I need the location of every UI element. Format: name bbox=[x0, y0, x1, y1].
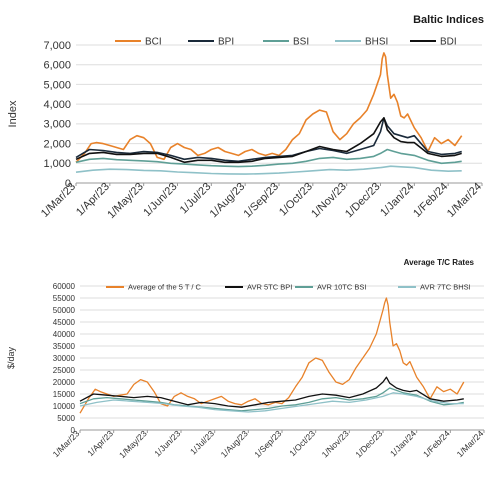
baltic-indices-plot: 0 1,000 2,000 3,000 4,000 5,000 6,000 7,000 1/Ma… bbox=[7, 37, 484, 222]
average-tc-rates-plot: 0 5000 10000 15000 20000 25000 30000 35000 40000… bbox=[6, 282, 486, 460]
x-tick-label: 1/Oct/23 bbox=[287, 428, 317, 458]
legend-label: BDI bbox=[440, 37, 457, 48]
x-tick-label: 1/Mar/24 bbox=[445, 181, 484, 220]
x-tick-label: 1/Jun/23 bbox=[152, 428, 182, 458]
y-tick-label: 35000 bbox=[53, 342, 76, 351]
y-tick-label: 6,000 bbox=[43, 60, 71, 72]
x-tick-label: 1/Aug/23 bbox=[219, 428, 250, 459]
average-tc-rates-chart: Average T/C Rates 0 5000 10000 15000 20000 25… bbox=[0, 248, 500, 485]
x-tick-label: 1/Sep/23 bbox=[241, 181, 281, 221]
legend-label: BHSI bbox=[365, 37, 388, 48]
y-tick-label: 25000 bbox=[53, 366, 76, 375]
y-tick-label: 5,000 bbox=[43, 79, 71, 91]
x-tick-label: 1/Dec/23 bbox=[343, 181, 383, 221]
x-tick-label: 1/May/23 bbox=[105, 181, 145, 221]
series-line-bhsi bbox=[75, 165, 462, 175]
chart-title: Baltic Indices bbox=[413, 14, 484, 26]
series-line-bdi bbox=[75, 117, 462, 164]
chart-title: Average T/C Rates bbox=[403, 258, 474, 267]
legend-label: BSI bbox=[293, 37, 309, 48]
y-tick-label: 0 bbox=[71, 426, 76, 435]
x-tick-label: 1/Feb/24 bbox=[421, 428, 452, 459]
y-axis-label: Index bbox=[7, 100, 19, 127]
series-line-avr-7tc-bhsi bbox=[79, 392, 464, 413]
y-tick-label: 50000 bbox=[53, 306, 76, 315]
y-tick-label: 55000 bbox=[53, 294, 76, 303]
y-tick-label: 30000 bbox=[53, 354, 76, 363]
x-tick-label: 1/Mar/23 bbox=[51, 428, 82, 459]
legend-label: Average of the 5 T / C bbox=[128, 283, 202, 292]
y-tick-label: 3,000 bbox=[43, 119, 71, 131]
y-tick-label: 0 bbox=[65, 178, 71, 190]
x-tick-label: 1/May/23 bbox=[117, 428, 149, 460]
y-tick-label: 60000 bbox=[53, 282, 76, 291]
y-tick-label: 2,000 bbox=[43, 138, 71, 150]
series-line-average-of-the-5-t-c bbox=[79, 297, 465, 414]
x-tick-label: 1/Nov/23 bbox=[320, 428, 351, 459]
y-tick-label: 20000 bbox=[53, 378, 76, 387]
x-tick-label: 1/Jun/23 bbox=[141, 181, 179, 219]
y-tick-label: 40000 bbox=[53, 330, 76, 339]
x-tick-label: 1/Mar/24 bbox=[455, 428, 486, 459]
series-line-avr-10tc-bsi bbox=[79, 387, 464, 412]
x-tick-label: 1/Jul/23 bbox=[188, 428, 216, 456]
legend-label: BCI bbox=[145, 37, 162, 48]
series-line-bci bbox=[75, 52, 463, 163]
y-tick-label: 7,000 bbox=[43, 40, 71, 52]
x-tick-label: 1/Dec/23 bbox=[353, 428, 384, 459]
series-line-avr-5tc-bpi bbox=[79, 376, 464, 408]
x-tick-label: 1/Apr/23 bbox=[85, 428, 115, 458]
y-tick-label: 4,000 bbox=[43, 99, 71, 111]
y-tick-label: 10000 bbox=[53, 402, 76, 411]
x-tick-label: 1/Sep/23 bbox=[252, 428, 283, 459]
series-line-bsi bbox=[75, 148, 462, 168]
y-axis-label: $/day bbox=[6, 346, 16, 369]
x-tick-label: 1/Mar/23 bbox=[39, 181, 78, 220]
y-tick-label: 5000 bbox=[57, 414, 75, 423]
x-tick-label: 1/Jan/24 bbox=[388, 428, 418, 458]
x-tick-label: 1/Feb/24 bbox=[411, 181, 450, 220]
y-tick-label: 45000 bbox=[53, 318, 76, 327]
baltic-indices-chart: Baltic Indices 0 1,000 2,000 3,000 4,000 5,00… bbox=[7, 14, 484, 222]
y-tick-label: 15000 bbox=[53, 390, 76, 399]
legend-label: AVR 5TC BPI bbox=[247, 283, 292, 292]
legend-label: BPI bbox=[218, 37, 234, 48]
legend-label: AVR 10TC BSI bbox=[317, 283, 366, 292]
x-tick-label: 1/Jan/24 bbox=[378, 181, 416, 219]
legend-label: AVR 7TC BHSI bbox=[420, 283, 471, 292]
y-tick-label: 1,000 bbox=[43, 158, 71, 170]
x-tick-label: 1/Aug/23 bbox=[208, 181, 248, 221]
x-tick-label: 1/Nov/23 bbox=[309, 181, 349, 221]
